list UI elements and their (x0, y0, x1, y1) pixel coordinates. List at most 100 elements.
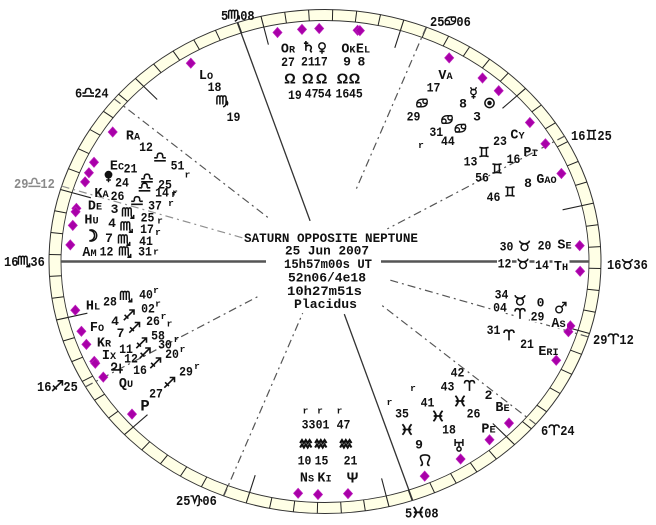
svg-text:24: 24 (115, 176, 129, 191)
svg-text:KR: KR (97, 337, 112, 352)
svg-text:EC: EC (110, 160, 124, 175)
svg-text:23: 23 (493, 134, 507, 149)
svg-text:12: 12 (139, 140, 153, 155)
svg-text:26: 26 (467, 407, 481, 422)
svg-text:5: 5 (221, 10, 228, 25)
svg-text:25: 25 (63, 381, 77, 396)
svg-text:31: 31 (487, 323, 501, 338)
svg-text:04: 04 (493, 301, 507, 316)
svg-text:29: 29 (179, 365, 193, 380)
svg-text:KA: KA (94, 187, 109, 202)
svg-text:P: P (140, 398, 149, 416)
svg-text:51: 51 (171, 159, 185, 174)
svg-text:45: 45 (349, 87, 363, 102)
svg-text:8: 8 (357, 55, 365, 70)
svg-text:r: r (155, 227, 161, 238)
svg-text:8: 8 (524, 176, 532, 191)
svg-text:VA: VA (438, 69, 453, 84)
svg-text:17: 17 (140, 222, 154, 237)
svg-text:26: 26 (111, 189, 125, 204)
svg-text:14: 14 (155, 186, 169, 201)
svg-text:47: 47 (337, 418, 351, 433)
svg-text:27: 27 (149, 387, 163, 402)
svg-text:TH: TH (554, 260, 568, 275)
svg-text:06: 06 (202, 495, 216, 510)
svg-text:25: 25 (158, 178, 172, 193)
svg-text:r: r (387, 397, 393, 408)
svg-text:44: 44 (441, 134, 455, 149)
svg-text:r: r (185, 170, 191, 181)
svg-text:15: 15 (315, 454, 329, 469)
svg-text:36: 36 (633, 259, 647, 274)
svg-text:CY: CY (510, 129, 525, 144)
svg-text:PI: PI (523, 146, 537, 161)
svg-text:AS: AS (551, 317, 565, 332)
svg-text:30: 30 (158, 338, 172, 353)
svg-text:17: 17 (314, 55, 328, 70)
svg-text:Placidus: Placidus (294, 297, 357, 312)
svg-text:r: r (317, 406, 323, 417)
svg-text:Ω: Ω (284, 72, 296, 88)
svg-text:29: 29 (14, 178, 28, 193)
svg-text:9: 9 (343, 55, 351, 70)
svg-text:PE: PE (481, 423, 495, 438)
svg-text:46: 46 (487, 190, 501, 205)
svg-text:OK: OK (341, 43, 356, 58)
svg-text:31: 31 (138, 245, 152, 260)
svg-text:36: 36 (30, 256, 44, 271)
svg-text:AM: AM (82, 246, 96, 261)
svg-text:20: 20 (165, 347, 179, 362)
svg-text:ERI: ERI (538, 345, 558, 360)
svg-text:33: 33 (302, 418, 316, 433)
svg-text:r: r (194, 361, 200, 372)
svg-text:12: 12 (619, 334, 633, 349)
svg-text:SATURN OPPOSITE NEPTUNE: SATURN OPPOSITE NEPTUNE (244, 231, 418, 246)
svg-text:02: 02 (141, 302, 155, 317)
svg-text:6: 6 (541, 425, 548, 440)
svg-text:12: 12 (100, 245, 114, 260)
svg-text:r: r (153, 247, 159, 258)
svg-text:11: 11 (119, 342, 133, 357)
svg-text:13: 13 (464, 155, 478, 170)
svg-text:r: r (167, 319, 173, 330)
svg-text:r: r (168, 198, 174, 209)
svg-text:r: r (410, 383, 416, 394)
svg-text:r: r (157, 216, 163, 227)
svg-text:26: 26 (146, 314, 160, 329)
svg-text:25 Jun 2007: 25 Jun 2007 (285, 244, 369, 259)
svg-text:3: 3 (111, 202, 119, 217)
svg-text:16: 16 (607, 259, 621, 274)
svg-text:27: 27 (281, 55, 295, 70)
svg-text:58: 58 (151, 329, 165, 344)
svg-text:NS: NS (300, 472, 314, 487)
svg-text:43: 43 (441, 380, 455, 395)
svg-text:41: 41 (139, 234, 153, 249)
svg-text:16: 16 (336, 87, 350, 102)
svg-text:47: 47 (305, 87, 319, 102)
svg-text:08: 08 (240, 10, 254, 25)
svg-text:12: 12 (498, 257, 512, 272)
svg-text:16: 16 (37, 381, 51, 396)
svg-text:12: 12 (40, 178, 54, 193)
svg-text:DE: DE (88, 200, 102, 215)
svg-text:6: 6 (75, 88, 82, 103)
svg-text:37: 37 (148, 199, 162, 214)
svg-text:24: 24 (560, 425, 574, 440)
svg-text:29: 29 (593, 334, 607, 349)
svg-text:31: 31 (429, 125, 443, 140)
svg-text:r: r (303, 406, 309, 417)
svg-text:r: r (337, 406, 343, 417)
svg-text:Ω: Ω (337, 72, 349, 88)
svg-text:OR: OR (281, 43, 296, 58)
svg-text:25: 25 (141, 211, 155, 226)
svg-text:RA: RA (126, 130, 141, 145)
svg-text:21: 21 (344, 454, 358, 469)
svg-text:HL: HL (86, 300, 100, 315)
svg-text:QU: QU (119, 377, 133, 392)
svg-text:SE: SE (557, 239, 571, 254)
svg-text:IX: IX (102, 349, 117, 364)
svg-text:34: 34 (495, 288, 509, 303)
svg-text:r: r (172, 188, 178, 199)
svg-text:r: r (153, 285, 159, 296)
svg-text:54: 54 (318, 87, 332, 102)
